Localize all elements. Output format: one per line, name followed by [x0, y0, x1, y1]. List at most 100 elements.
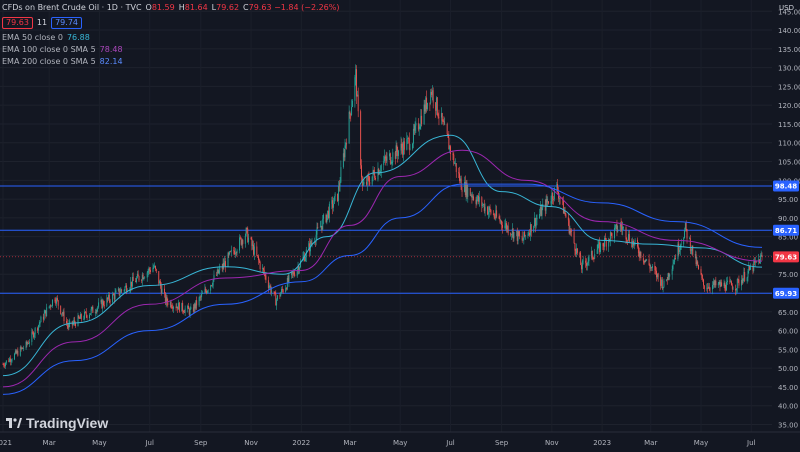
candle-body — [241, 240, 243, 245]
candle-body — [742, 278, 744, 284]
candle-body — [496, 210, 498, 217]
indicator-ema100[interactable]: EMA 100 close 0 SMA 5 78.48 — [2, 44, 340, 56]
candle-body — [276, 299, 278, 306]
horizontal-levels — [0, 185, 772, 294]
candle-body — [592, 258, 594, 259]
candle-body — [146, 272, 148, 278]
candle-body — [286, 288, 287, 290]
candle-body — [316, 227, 318, 235]
candle-body — [78, 315, 80, 318]
candle-body — [183, 312, 185, 313]
candle-body — [712, 281, 714, 285]
candle-body — [731, 281, 732, 286]
candle-body — [124, 287, 126, 291]
candle-body — [384, 156, 386, 159]
candle-body — [736, 278, 738, 289]
candle-body — [314, 241, 316, 243]
candle-body — [54, 299, 56, 301]
candle-body — [417, 123, 419, 130]
candle-body — [391, 161, 393, 164]
y-tick-label: 50.00 — [778, 365, 798, 373]
candle-body — [213, 275, 215, 280]
candle-body — [334, 193, 336, 197]
candle-body — [407, 138, 409, 140]
candle-body — [386, 156, 388, 161]
candle-body — [622, 227, 624, 230]
candle-body — [223, 262, 225, 266]
x-tick-label: Mar — [644, 439, 657, 447]
candle-body — [368, 177, 370, 183]
candle-body — [604, 238, 606, 247]
symbol-title[interactable]: CFDs on Brent Crude Oil · 1D · TVC — [2, 3, 142, 12]
candle-body — [626, 239, 628, 241]
candle-body — [95, 312, 97, 313]
candle-body — [361, 165, 362, 178]
candle-body — [501, 220, 503, 225]
indicator-ema50[interactable]: EMA 50 close 0 76.88 — [2, 32, 340, 44]
indicator-ema200[interactable]: EMA 200 close 0 SMA 5 82.14 — [2, 56, 340, 68]
candle-body — [459, 173, 461, 181]
candle-body — [435, 102, 437, 111]
candle-body — [43, 313, 45, 320]
currency-label[interactable]: USD — [779, 4, 794, 12]
candle-body — [389, 153, 391, 164]
candle-body — [102, 301, 104, 309]
ema-lines — [2, 134, 763, 395]
candle-body — [617, 229, 619, 232]
candle-body — [602, 243, 604, 247]
candle-body — [726, 282, 728, 291]
candle-body — [98, 302, 100, 307]
candle-body — [581, 264, 582, 270]
candle-body — [628, 234, 630, 242]
candle-body — [304, 256, 306, 262]
candle-body — [66, 321, 67, 324]
candle-body — [697, 261, 699, 265]
tradingview-logo-icon — [6, 418, 22, 428]
candle-body — [101, 300, 103, 309]
candle-body — [211, 285, 212, 286]
candle-body — [48, 306, 50, 308]
candle-body — [68, 323, 70, 328]
x-tick-label: Sep — [194, 439, 208, 447]
candle-body — [240, 237, 242, 245]
candle-body — [517, 231, 519, 241]
candle-body — [164, 293, 166, 304]
candle-body — [94, 312, 96, 313]
candle-body — [175, 306, 177, 308]
sell-button[interactable]: 79.63 — [2, 17, 33, 29]
level-tag-bg — [773, 287, 799, 299]
candle-body — [412, 128, 414, 144]
buy-button[interactable]: 79.74 — [51, 17, 82, 29]
candle-body — [708, 286, 710, 289]
candle-body — [556, 184, 558, 188]
level-tag: 86.71 — [775, 227, 797, 235]
candle-body — [14, 353, 15, 360]
candle-body — [360, 111, 362, 166]
candle-body — [689, 238, 691, 251]
candle-body — [343, 153, 345, 158]
candle-body — [707, 287, 709, 289]
candle-body — [413, 128, 415, 131]
candle-body — [406, 139, 408, 150]
candle-body — [440, 113, 442, 118]
candle-body — [383, 161, 385, 166]
candle-body — [154, 265, 156, 267]
candle-body — [477, 195, 479, 200]
candle-body — [108, 294, 109, 300]
ema-line — [2, 183, 763, 395]
candle-body — [131, 281, 133, 287]
candle-body — [207, 290, 209, 292]
candle-body — [11, 359, 13, 361]
candle-body — [546, 198, 548, 203]
candle-body — [513, 231, 515, 239]
candle-body — [265, 275, 267, 281]
candle-body — [599, 242, 601, 252]
candle-body — [715, 280, 717, 286]
y-tick-label: 120.00 — [778, 102, 800, 110]
candle-body — [114, 292, 116, 300]
candle-body — [5, 363, 6, 367]
level-tag: 98.48 — [775, 183, 797, 191]
candle-body — [679, 245, 681, 251]
candle-body — [529, 232, 531, 236]
